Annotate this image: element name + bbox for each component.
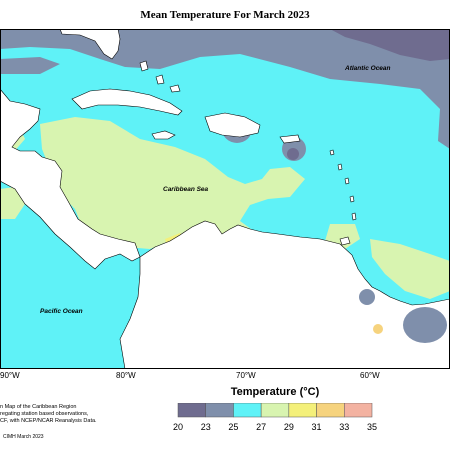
- label-caribbean-sea: Caribbean Sea: [163, 186, 209, 193]
- legend-swatch-1: [205, 403, 234, 418]
- legend-title: Temperature (°C): [230, 386, 320, 398]
- land-masses: [0, 29, 450, 369]
- label-pacific-ocean: Pacific Ocean: [40, 308, 83, 315]
- legend-tick-35: 35: [366, 422, 377, 432]
- land-jamaica: [151, 130, 176, 140]
- temp-band-27-29-guiana: [370, 239, 450, 299]
- land-bahamas: [139, 60, 181, 93]
- temp-band-23-25-north: [0, 29, 450, 149]
- legend-tick-20: 20: [172, 422, 183, 432]
- legend-tick-27: 27: [256, 422, 267, 432]
- land-puerto-rico: [279, 134, 301, 144]
- lon-label-60w: 60°W: [360, 371, 380, 380]
- legend-swatch-4: [288, 403, 317, 418]
- description-line-3: CF, with NCEP/NCAR Reanalysis Data.: [0, 418, 97, 424]
- temp-band-20-23-north: [330, 29, 450, 61]
- temperature-map: Atlantic Ocean Caribbean Sea Pacific Oce…: [0, 29, 450, 369]
- legend-tick-31: 31: [311, 422, 322, 432]
- temp-patch-guyana-1: [403, 307, 447, 343]
- land-south-america: [119, 220, 450, 369]
- land-cuba: [71, 88, 183, 116]
- temp-band-23-25-gulf: [0, 57, 60, 74]
- legend-swatch-0: [177, 403, 206, 418]
- credit-text: CIMH March 2023: [3, 434, 44, 440]
- legend-colorbar: [177, 403, 373, 418]
- legend-tick-33: 33: [339, 422, 350, 432]
- land-hispaniola: [204, 112, 261, 138]
- temp-patch-guyana-3: [373, 324, 383, 334]
- lon-label-80w: 80°W: [116, 371, 136, 380]
- land-lesser-antilles: [329, 149, 357, 246]
- temp-patch-guyana-2: [359, 289, 375, 305]
- label-atlantic-ocean: Atlantic Ocean: [344, 65, 391, 72]
- legend-tick-29: 29: [283, 422, 294, 432]
- legend-tick-23: 23: [200, 422, 211, 432]
- lon-label-70w: 70°W: [236, 371, 256, 380]
- lon-label-90w: 90°W: [0, 371, 20, 380]
- legend-swatch-2: [233, 403, 262, 418]
- description-line-2: regating station based observations,: [0, 411, 89, 417]
- temp-patch-pr-core: [287, 148, 299, 160]
- legend-swatch-5: [316, 403, 345, 418]
- land-central-america: [0, 88, 141, 270]
- land-florida: [59, 29, 121, 60]
- legend-tick-25: 25: [228, 422, 239, 432]
- legend-swatch-3: [260, 403, 290, 418]
- map-title: Mean Temperature For March 2023: [140, 9, 310, 21]
- temp-band-27-29-caribbean: [40, 117, 305, 249]
- legend-swatch-6: [344, 403, 373, 418]
- map-description: n Map of the Caribbean Region regating s…: [0, 404, 150, 425]
- description-line-1: n Map of the Caribbean Region: [0, 404, 77, 410]
